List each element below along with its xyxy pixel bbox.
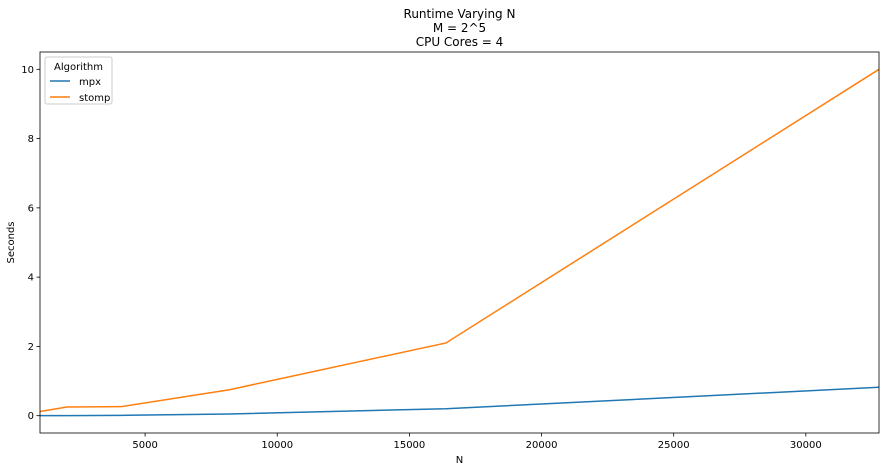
legend: Algorithm mpx stomp bbox=[44, 56, 113, 105]
chart-title: Runtime Varying N M = 2^5 CPU Cores = 4 bbox=[404, 7, 516, 49]
title-line-2: M = 2^5 bbox=[433, 21, 486, 35]
x-axis-label: N bbox=[456, 455, 463, 466]
y-axis-ticks: 0 2 4 6 8 10 bbox=[21, 65, 40, 422]
y-axis-label: Seconds bbox=[6, 221, 17, 263]
y-tick-label: 8 bbox=[28, 134, 34, 145]
x-tick-label: 5000 bbox=[132, 440, 157, 451]
x-tick-label: 25000 bbox=[658, 440, 690, 451]
x-axis-ticks: 5000 10000 15000 20000 25000 30000 bbox=[132, 433, 822, 451]
legend-label-stomp: stomp bbox=[79, 93, 110, 104]
series-line-stomp bbox=[39, 68, 880, 413]
legend-box bbox=[44, 56, 113, 105]
series-line-mpx bbox=[40, 386, 880, 417]
series-layer bbox=[39, 68, 880, 417]
x-tick-label: 30000 bbox=[790, 440, 822, 451]
y-tick-label: 4 bbox=[28, 273, 34, 284]
y-tick-label: 10 bbox=[21, 65, 34, 76]
x-tick-label: 20000 bbox=[526, 440, 558, 451]
x-tick-label: 10000 bbox=[261, 440, 293, 451]
y-tick-label: 2 bbox=[28, 342, 34, 353]
title-line-3: CPU Cores = 4 bbox=[416, 35, 504, 49]
x-tick-label: 15000 bbox=[393, 440, 425, 451]
plot-frame bbox=[39, 51, 880, 434]
legend-label-mpx: mpx bbox=[79, 77, 101, 88]
y-tick-label: 6 bbox=[28, 203, 34, 214]
y-tick-label: 0 bbox=[28, 411, 34, 422]
legend-title: Algorithm bbox=[54, 62, 103, 73]
title-line-1: Runtime Varying N bbox=[404, 7, 516, 21]
